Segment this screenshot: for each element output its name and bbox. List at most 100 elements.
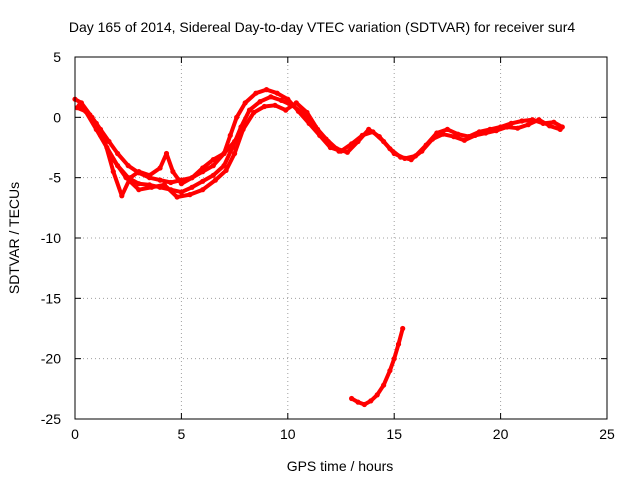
data-point <box>93 120 99 126</box>
data-point <box>285 96 291 102</box>
data-point <box>272 102 278 108</box>
x-tick-label: 0 <box>71 426 79 442</box>
data-point <box>232 150 238 157</box>
data-point <box>123 175 129 181</box>
data-point <box>274 90 280 96</box>
series-line-isolated-segment <box>349 326 405 407</box>
data-point <box>178 181 184 187</box>
data-point <box>451 134 457 140</box>
data-point <box>200 187 206 193</box>
data-series <box>72 87 565 408</box>
data-point <box>189 175 195 181</box>
data-point <box>251 109 257 116</box>
data-point <box>557 126 563 132</box>
x-axis-label: GPS time / hours <box>287 458 394 474</box>
data-point <box>146 172 153 178</box>
data-point <box>391 356 397 362</box>
x-ticks: 0 5 10 15 20 25 <box>71 57 615 442</box>
data-point <box>387 146 393 152</box>
data-point <box>212 177 218 183</box>
data-point <box>283 107 289 113</box>
data-point <box>232 138 238 145</box>
data-point <box>361 401 367 408</box>
data-point <box>349 395 355 402</box>
data-point <box>278 97 284 103</box>
data-point <box>200 178 206 184</box>
chart-title: Day 165 of 2014, Sidereal Day-to-day VTE… <box>69 19 575 35</box>
data-point <box>398 154 404 160</box>
data-point <box>246 107 253 113</box>
data-point <box>223 167 229 173</box>
data-point <box>344 149 350 155</box>
x-tick-label: 10 <box>280 426 296 442</box>
data-point <box>355 138 361 145</box>
data-point <box>227 132 233 138</box>
data-point <box>315 126 321 132</box>
y-tick-label: -10 <box>41 230 61 246</box>
y-tick-label: -25 <box>41 411 61 427</box>
data-point <box>210 172 216 178</box>
data-point <box>336 148 342 154</box>
data-point <box>519 118 525 124</box>
data-point <box>355 399 361 405</box>
data-point <box>461 137 467 143</box>
data-point <box>304 109 310 116</box>
data-point <box>221 150 227 157</box>
data-point <box>127 175 133 181</box>
data-point <box>536 117 542 123</box>
data-point <box>374 392 380 398</box>
data-point <box>395 341 402 347</box>
x-tick-label: 5 <box>178 426 186 442</box>
data-point <box>257 99 263 105</box>
data-point <box>440 131 446 137</box>
data-point <box>161 182 167 188</box>
data-point <box>157 177 163 183</box>
data-point <box>381 382 387 388</box>
data-point <box>187 192 193 198</box>
data-point <box>242 120 248 126</box>
data-point <box>76 102 82 108</box>
data-point <box>234 114 240 120</box>
data-point <box>472 132 478 138</box>
data-point <box>325 138 331 145</box>
data-point <box>221 163 227 169</box>
y-axis-label: SDTVAR / TECUs <box>6 182 22 294</box>
y-tick-label: 0 <box>53 109 61 125</box>
grid-lines <box>75 57 607 419</box>
data-point <box>125 163 131 169</box>
data-point <box>136 169 142 175</box>
data-point <box>242 100 248 106</box>
data-point <box>136 187 142 193</box>
data-point <box>263 87 270 93</box>
data-point <box>366 126 372 132</box>
data-point <box>110 169 116 175</box>
data-point <box>504 124 510 130</box>
y-tick-label: -15 <box>41 290 61 306</box>
data-point <box>168 179 174 186</box>
data-point <box>525 122 531 128</box>
data-point <box>106 138 112 145</box>
y-ticks: -25 -20 -15 -10 -5 0 5 <box>41 49 607 427</box>
data-point <box>387 368 393 374</box>
data-point <box>493 128 499 134</box>
data-point <box>200 165 206 171</box>
data-point <box>368 398 374 404</box>
data-point <box>546 123 553 129</box>
x-tick-label: 25 <box>599 426 615 442</box>
x-tick-label: 15 <box>386 426 402 442</box>
data-point <box>261 103 267 110</box>
data-point <box>253 90 259 96</box>
data-point <box>149 184 155 190</box>
y-tick-label: -5 <box>49 170 62 186</box>
data-point <box>483 130 489 136</box>
data-point <box>87 112 93 118</box>
data-point <box>508 120 514 126</box>
data-point <box>444 126 450 132</box>
data-point <box>293 100 299 106</box>
data-point <box>136 181 142 187</box>
data-point <box>178 189 184 195</box>
data-point <box>551 119 557 125</box>
data-point <box>408 157 414 163</box>
data-point <box>210 157 216 163</box>
